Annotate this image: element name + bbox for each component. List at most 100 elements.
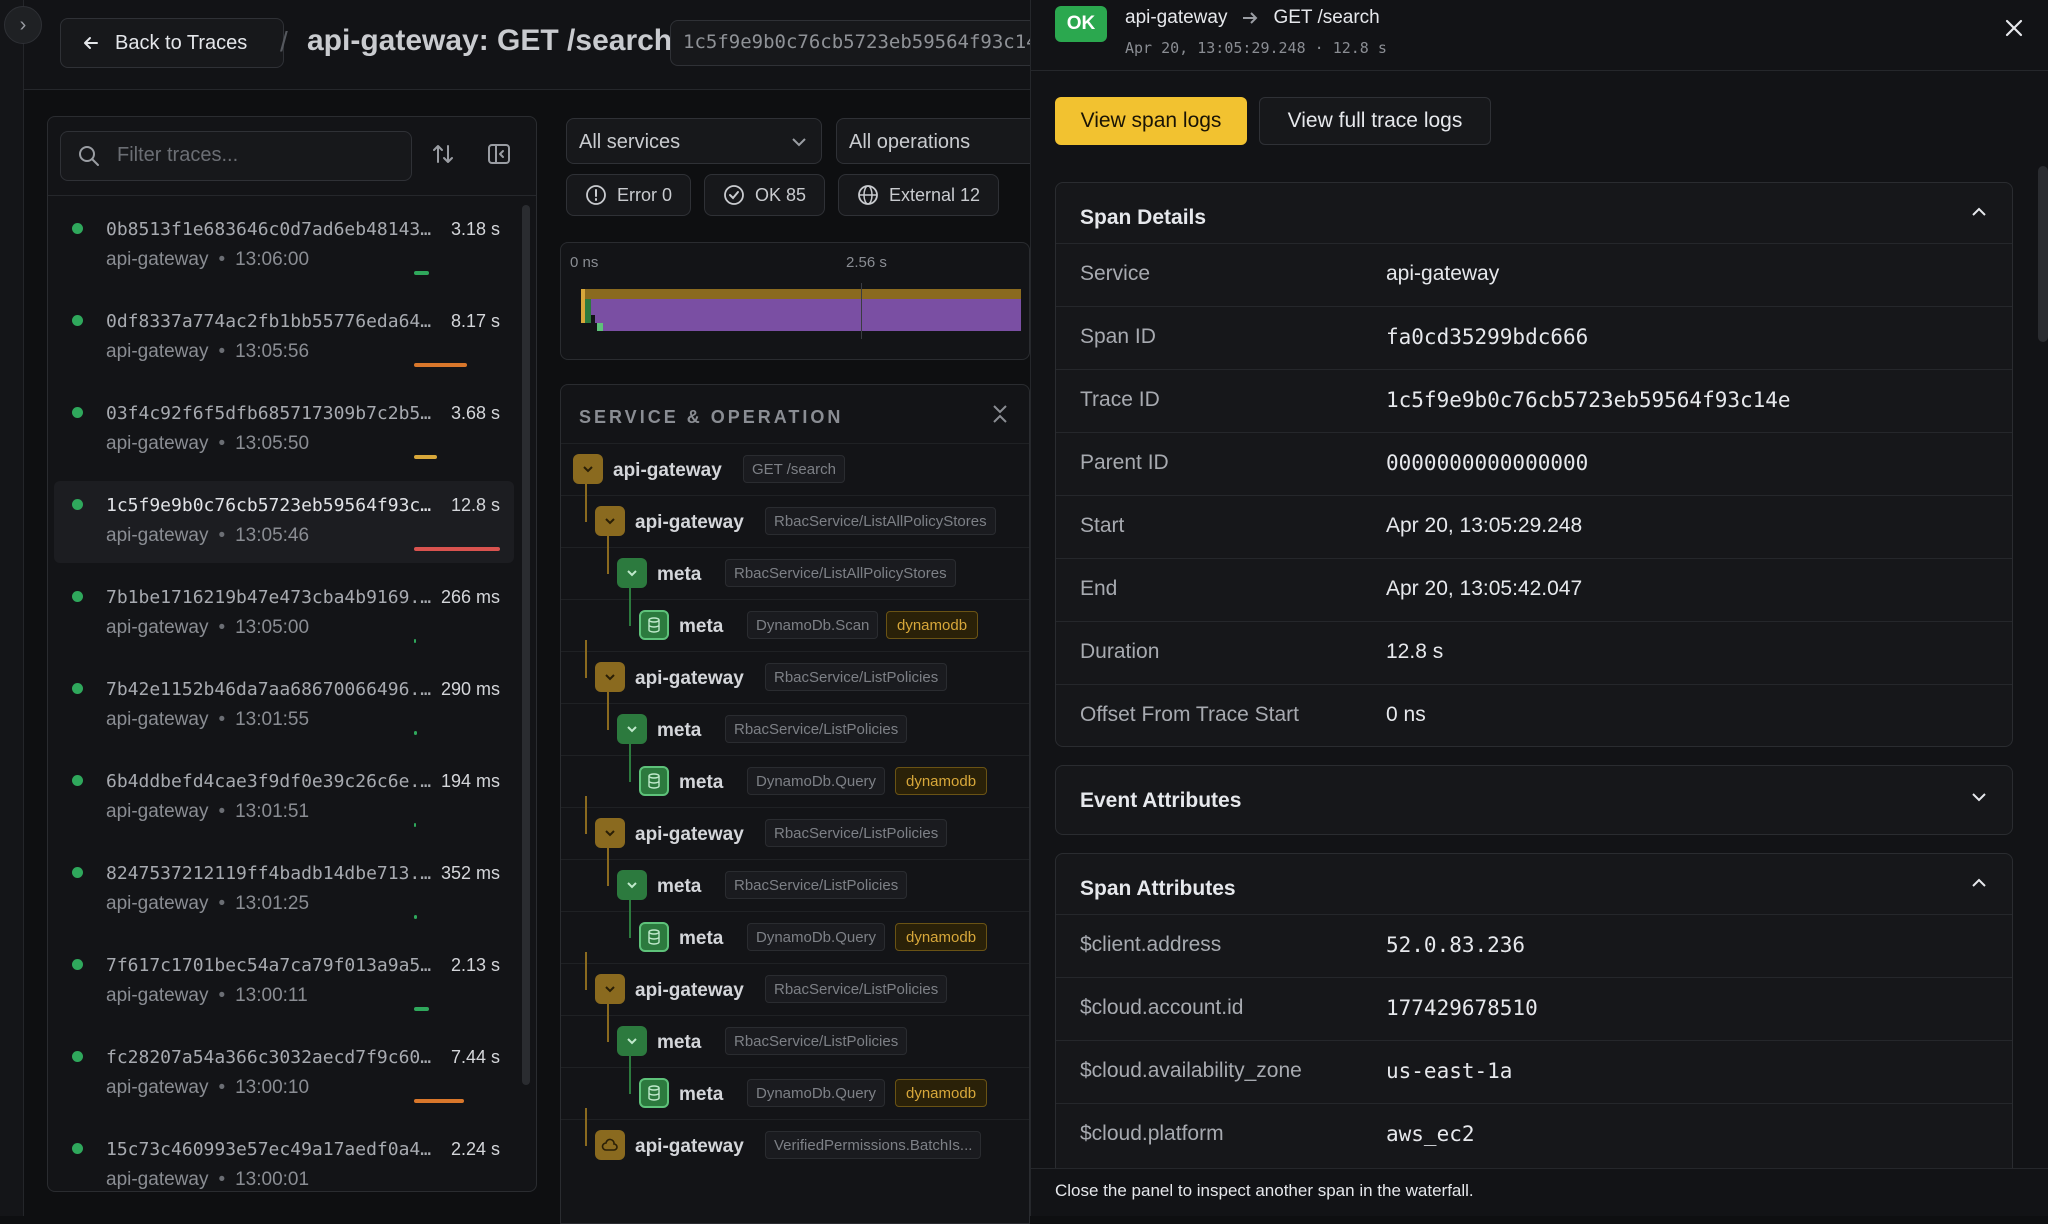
tree-row[interactable]: api-gateway RbacService/ListPolicies (561, 952, 1029, 1015)
tree-operation: VerifiedPermissions.BatchIs... (765, 1131, 982, 1159)
trace-service: api-gateway (106, 801, 209, 822)
expand-toggle[interactable] (617, 1026, 647, 1056)
expand-toggle[interactable] (617, 870, 647, 900)
tree-operation: DynamoDb.Query (747, 923, 886, 951)
detail-value[interactable]: 52.0.83.236 (1386, 933, 1526, 957)
detail-value[interactable]: 177429678510 (1386, 996, 1538, 1020)
detail-key: $client.address (1080, 933, 1222, 956)
detail-value[interactable]: api-gateway (1386, 262, 1500, 285)
trace-list-item[interactable]: 1c5f9e9b0c76cb5723eb59564f93c... 12.8 s ap… (54, 481, 514, 563)
tree-operation: RbacService/ListPolicies (725, 715, 908, 743)
span-attributes-toggle[interactable] (1970, 876, 1988, 895)
trace-id: 03f4c92f6f5dfb685717309b7c2b5... (106, 403, 436, 424)
trace-service: api-gateway (106, 249, 209, 270)
expand-toggle[interactable] (595, 974, 625, 1004)
database-icon (648, 929, 660, 945)
detail-value[interactable]: Apr 20, 13:05:42.047 (1386, 577, 1583, 600)
expand-toggle[interactable] (595, 818, 625, 848)
span-details-toggle[interactable] (1970, 205, 1988, 224)
tree-row[interactable]: meta DynamoDb.Query dynamodb (561, 1056, 1029, 1119)
operations-select[interactable]: All operations (836, 118, 1036, 164)
detail-key: Offset From Trace Start (1080, 703, 1300, 726)
detail-value[interactable]: 12.8 s (1386, 640, 1444, 663)
tree-operation: RbacService/ListPolicies (765, 663, 948, 691)
trace-list-item[interactable]: 7b42e1152b46da7aa68670066496... 290 ms api… (54, 665, 514, 747)
external-filter-pill[interactable]: External 12 (838, 174, 1000, 216)
detail-value[interactable]: fa0cd35299bdc666 (1386, 325, 1589, 349)
expand-toggle[interactable] (639, 766, 669, 796)
tree-operation: DynamoDb.Query (747, 1079, 886, 1107)
drawer-scrollbar[interactable] (2038, 166, 2048, 342)
ok-filter-pill[interactable]: OK 85 (704, 174, 826, 216)
tree-row[interactable]: meta RbacService/ListAllPolicyStores (561, 536, 1029, 599)
tree-row[interactable]: api-gateway RbacService/ListPolicies (561, 796, 1029, 859)
collapse-panel-button[interactable] (486, 141, 512, 172)
expand-toggle[interactable] (639, 922, 669, 952)
tree-service-name: api-gateway (635, 512, 744, 533)
view-full-trace-logs-button[interactable]: View full trace logs (1259, 97, 1491, 145)
trace-id: 7f617c1701bec54a7ca79f013a9a5... (106, 955, 436, 976)
expand-toggle[interactable] (595, 1130, 625, 1160)
filter-traces-input[interactable] (117, 144, 397, 167)
expand-sidebar-button[interactable]: › (4, 6, 42, 44)
trace-list-item[interactable]: 7b1be1716219b47e473cba4b9169... 266 ms api… (54, 573, 514, 655)
detail-value[interactable]: 0000000000000000 (1386, 451, 1589, 475)
collapse-tree-button[interactable] (991, 403, 1009, 431)
tree-row[interactable]: api-gateway RbacService/ListPolicies (561, 640, 1029, 703)
detail-value[interactable]: us-east-1a (1386, 1059, 1513, 1083)
view-span-logs-button[interactable]: View span logs (1055, 97, 1247, 145)
timeline-minimap[interactable] (560, 242, 1030, 360)
timeline-bar (581, 289, 1021, 299)
list-scrollbar[interactable] (522, 205, 530, 1085)
detail-value[interactable]: aws_ec2 (1386, 1122, 1475, 1146)
trace-list-item[interactable]: 0b8513f1e683646c0d7ad6eb48143... 3.18 s ap… (54, 205, 514, 287)
event-attributes-toggle[interactable] (1970, 790, 1988, 809)
expand-toggle[interactable] (573, 454, 603, 484)
trace-list-item[interactable]: 0df8337a774ac2fb1bb55776eda64... 8.17 s ap… (54, 297, 514, 379)
expand-toggle[interactable] (617, 558, 647, 588)
trace-list-item[interactable]: 15c73c460993e57ec49a17aedf0a4... 2.24 s ap… (54, 1125, 514, 1191)
sort-button[interactable] (430, 141, 456, 172)
detail-key: End (1080, 577, 1118, 600)
tree-row[interactable]: meta DynamoDb.Query dynamodb (561, 744, 1029, 807)
tree-row[interactable]: meta RbacService/ListPolicies (561, 692, 1029, 755)
trace-list-item[interactable]: 7f617c1701bec54a7ca79f013a9a5... 2.13 s ap… (54, 941, 514, 1023)
back-to-traces-button[interactable]: Back to Traces (60, 18, 284, 68)
trace-list-item[interactable]: 8247537212119ff4badb14dbe713... 352 ms api… (54, 849, 514, 931)
detail-value[interactable]: 1c5f9e9b0c76cb5723eb59564f93c14e (1386, 388, 1791, 412)
trace-list-item[interactable]: 6b4ddbefd4cae3f9df0e39c26c6e... 194 ms api… (54, 757, 514, 839)
expand-toggle[interactable] (617, 714, 647, 744)
tree-service-name: meta (679, 616, 724, 637)
tree-row[interactable]: api-gateway GET /search (561, 443, 1029, 495)
detail-value[interactable]: Apr 20, 13:05:29.248 (1386, 514, 1583, 537)
expand-toggle[interactable] (595, 662, 625, 692)
tree-row[interactable]: meta DynamoDb.Scan dynamodb (561, 588, 1029, 651)
detail-row: Service api-gateway (1056, 243, 2012, 306)
expand-toggle[interactable] (639, 610, 669, 640)
trace-service-time: api-gateway • 13:00:11 (106, 985, 308, 1007)
trace-id-chip[interactable]: 1c5f9e9b0c76cb5723eb59564f93c14e (670, 20, 1070, 66)
timeline-tick-label: 0 ns (570, 254, 599, 271)
tree-operation: RbacService/ListPolicies (725, 1027, 908, 1055)
trace-list-item[interactable]: 03f4c92f6f5dfb685717309b7c2b5... 3.68 s ap… (54, 389, 514, 471)
trace-list-item[interactable]: fc28207a54a366c3032aecd7f9c60... 7.44 s ap… (54, 1033, 514, 1115)
span-details-card: Span Details Service api-gateway Span ID fa… (1055, 182, 2013, 747)
tree-row[interactable]: meta RbacService/ListPolicies (561, 848, 1029, 911)
detail-value[interactable]: 0 ns (1386, 703, 1426, 726)
tree-row[interactable]: api-gateway RbacService/ListAllPolicyStor… (561, 484, 1029, 547)
tree-row[interactable]: meta RbacService/ListPolicies (561, 1004, 1029, 1067)
trace-service: api-gateway (106, 1169, 209, 1190)
tree-service-name: meta (657, 876, 702, 897)
tree-row[interactable]: api-gateway VerifiedPermissions.BatchIs..… (561, 1108, 1029, 1171)
tree-row[interactable]: meta DynamoDb.Query dynamodb (561, 900, 1029, 963)
event-attributes-card[interactable]: Event Attributes (1055, 765, 2013, 835)
tree-connector (585, 484, 587, 522)
expand-toggle[interactable] (639, 1078, 669, 1108)
trace-duration: 3.18 s (450, 219, 500, 239)
expand-toggle[interactable] (595, 506, 625, 536)
left-rail (0, 0, 24, 1216)
error-filter-pill[interactable]: Error 0 (566, 174, 692, 216)
services-select[interactable]: All services (566, 118, 822, 164)
separator-dot: • (218, 433, 226, 454)
close-drawer-button[interactable] (2004, 14, 2024, 45)
